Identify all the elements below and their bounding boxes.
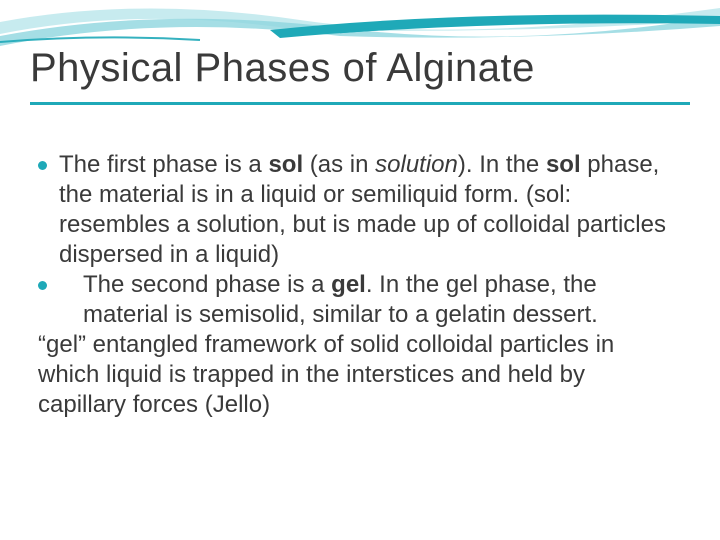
tail-paragraph: “gel” entangled framework of solid collo… <box>38 330 678 420</box>
bullet-icon <box>38 161 47 170</box>
text-fragment: The second phase is a <box>83 271 331 298</box>
bold-sol: sol <box>546 151 581 178</box>
bullet-row-2: The second phase is a gel. In the gel ph… <box>38 270 678 330</box>
bullet-icon <box>38 281 47 290</box>
text-fragment: The first phase is a <box>59 151 268 178</box>
text-fragment: ). In the <box>458 151 546 178</box>
bullet-1-text: The first phase is a sol (as in solution… <box>59 150 678 270</box>
content-area: The first phase is a sol (as in solution… <box>38 150 678 420</box>
title-underline <box>30 102 690 105</box>
slide: Physical Phases of Alginate The first ph… <box>0 0 720 540</box>
bullet-2-text: The second phase is a gel. In the gel ph… <box>59 270 678 330</box>
text-fragment: (as in <box>303 151 375 178</box>
bold-gel: gel <box>331 271 366 298</box>
slide-title: Physical Phases of Alginate <box>30 46 535 91</box>
italic-solution: solution <box>375 151 458 178</box>
bullet-row-1: The first phase is a sol (as in solution… <box>38 150 678 270</box>
bold-sol: sol <box>268 151 303 178</box>
